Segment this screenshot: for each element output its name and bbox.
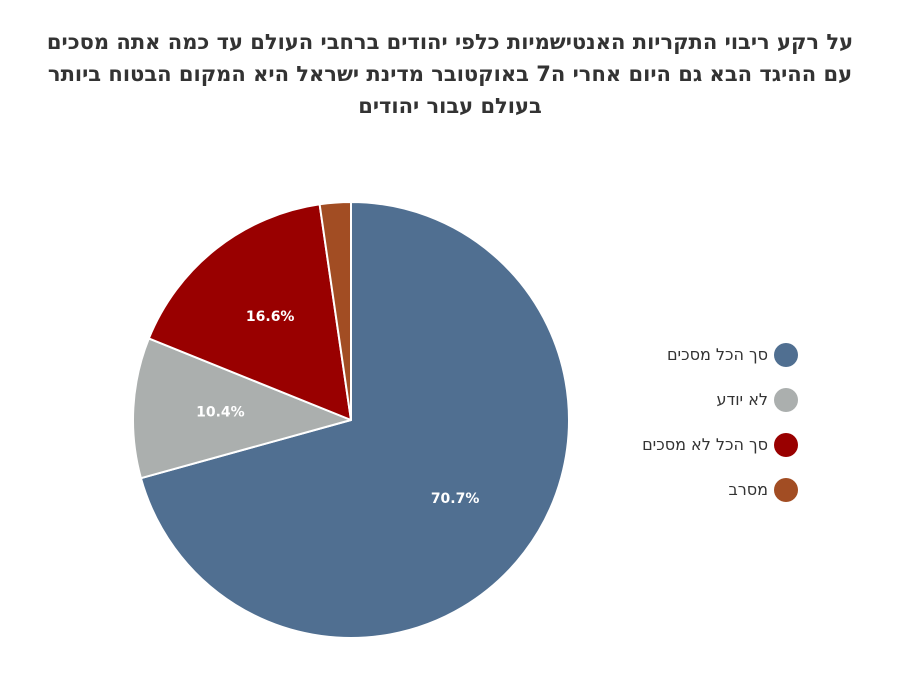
legend-label: לא יודע — [716, 390, 768, 409]
legend-marker-icon — [774, 477, 798, 502]
legend-item[interactable]: מסרב — [560, 467, 800, 512]
pie-slice[interactable] — [132, 337, 352, 480]
chart-title: על רקע ריבוי התקריות האנטישמיות כלפי יהו… — [30, 26, 870, 122]
chart-title-line-3: בעולם עבור יהודים — [358, 94, 542, 118]
chart-title-line-2: עם ההיגד הבא גם היום אחרי ה7 באוקטובר מד… — [47, 62, 853, 86]
legend-label: סך הכל מסכים — [666, 345, 768, 364]
pie-slice[interactable] — [139, 201, 570, 639]
legend-marker-icon — [774, 387, 798, 412]
chart-title-line-1: על רקע ריבוי התקריות האנטישמיות כלפי יהו… — [46, 30, 854, 54]
slice-data-label: 16.6% — [246, 309, 295, 325]
pie-slice[interactable] — [147, 203, 352, 421]
legend-item[interactable]: סך הכל מסכים — [560, 332, 800, 377]
slice-data-label: 10.4% — [196, 405, 245, 421]
legend-item[interactable]: לא יודע — [560, 377, 800, 422]
chart-legend: סך הכל מסכים לא יודע סך הכל לא מסכים מסרב — [560, 332, 800, 512]
legend-item[interactable]: סך הכל לא מסכים — [560, 422, 800, 467]
slice-data-label: 70.7% — [431, 491, 480, 507]
legend-marker-icon — [774, 432, 798, 457]
legend-label: מסרב — [728, 480, 768, 499]
legend-label: סך הכל לא מסכים — [642, 435, 768, 454]
legend-marker-icon — [774, 342, 798, 367]
pie-slice[interactable] — [318, 201, 352, 421]
